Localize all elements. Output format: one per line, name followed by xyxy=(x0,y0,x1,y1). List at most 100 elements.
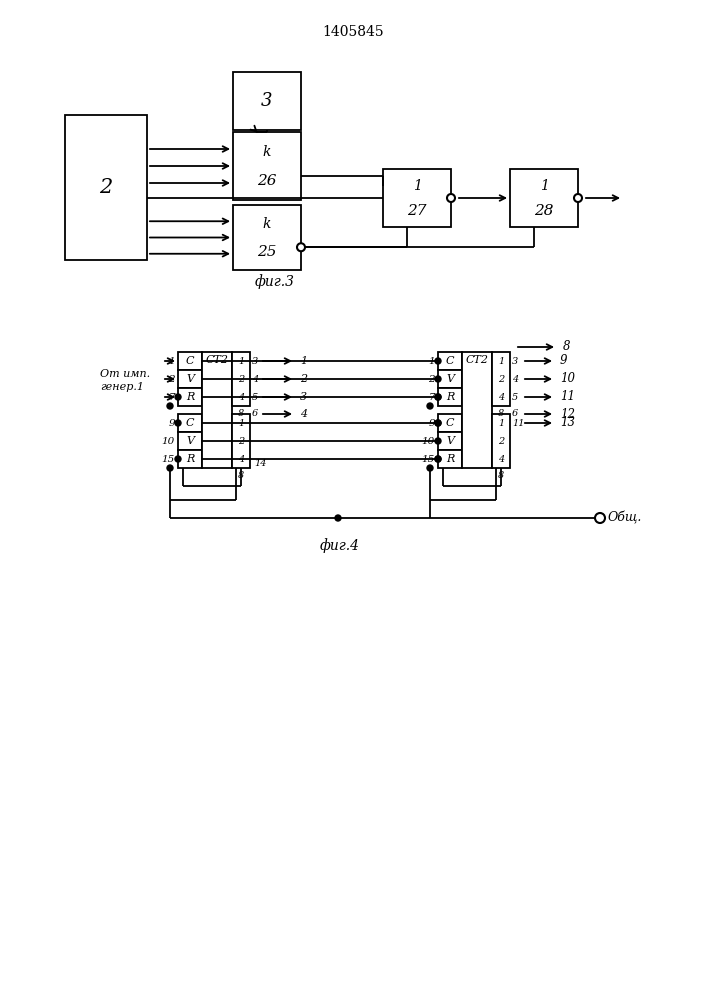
Text: 26: 26 xyxy=(257,174,276,188)
Text: 11: 11 xyxy=(512,418,525,428)
Text: 11: 11 xyxy=(560,390,575,403)
Text: 3: 3 xyxy=(300,392,307,402)
Bar xyxy=(232,352,250,406)
Text: 2: 2 xyxy=(428,374,435,383)
Bar xyxy=(202,352,232,468)
Text: 4: 4 xyxy=(498,392,504,401)
Text: От имп.: От имп. xyxy=(100,369,150,379)
Bar xyxy=(438,352,462,370)
Bar xyxy=(492,352,510,406)
Text: 2: 2 xyxy=(100,178,112,197)
Text: CT2: CT2 xyxy=(465,355,489,365)
Circle shape xyxy=(435,376,441,382)
Bar xyxy=(233,132,301,200)
Text: фиг.3: фиг.3 xyxy=(255,275,295,289)
Text: R: R xyxy=(186,392,194,402)
Bar xyxy=(232,414,250,468)
Text: 2: 2 xyxy=(300,374,307,384)
Text: 3: 3 xyxy=(252,357,258,365)
Text: 4: 4 xyxy=(238,454,244,464)
Text: V: V xyxy=(446,374,454,384)
Text: Общ.: Общ. xyxy=(608,511,643,525)
Circle shape xyxy=(175,394,181,400)
Text: 6: 6 xyxy=(252,410,258,418)
Text: V: V xyxy=(186,374,194,384)
Text: 1: 1 xyxy=(300,356,307,366)
Text: 7: 7 xyxy=(168,392,175,401)
Text: C: C xyxy=(445,356,455,366)
Text: 8: 8 xyxy=(238,472,244,481)
Text: C: C xyxy=(445,418,455,428)
Text: 1: 1 xyxy=(238,418,244,428)
Text: 4: 4 xyxy=(512,374,518,383)
Bar xyxy=(178,432,202,450)
Circle shape xyxy=(427,403,433,409)
Text: 10: 10 xyxy=(422,436,435,446)
Text: 2: 2 xyxy=(238,374,244,383)
Bar xyxy=(383,169,451,227)
Bar xyxy=(178,370,202,388)
Circle shape xyxy=(297,243,305,251)
Text: 1: 1 xyxy=(413,179,421,193)
Bar xyxy=(438,388,462,406)
Text: 15: 15 xyxy=(162,454,175,464)
Text: 28: 28 xyxy=(534,204,554,218)
Bar xyxy=(438,450,462,468)
Bar xyxy=(233,72,301,130)
Bar xyxy=(462,352,492,468)
Text: 8: 8 xyxy=(498,410,504,418)
Text: генер.1: генер.1 xyxy=(100,382,144,392)
Text: 9: 9 xyxy=(168,418,175,428)
Text: C: C xyxy=(186,418,194,428)
Text: 1: 1 xyxy=(428,357,435,365)
Text: 4: 4 xyxy=(252,374,258,383)
Circle shape xyxy=(435,456,441,462)
Text: 13: 13 xyxy=(560,416,575,430)
Text: 3: 3 xyxy=(512,357,518,365)
Text: 4: 4 xyxy=(238,392,244,401)
Text: 5: 5 xyxy=(252,392,258,401)
Text: 8: 8 xyxy=(563,340,571,354)
Text: 4: 4 xyxy=(300,409,307,419)
Text: 1: 1 xyxy=(238,357,244,365)
Text: 4: 4 xyxy=(498,454,504,464)
Bar xyxy=(178,388,202,406)
Text: 25: 25 xyxy=(257,245,276,259)
Circle shape xyxy=(435,358,441,364)
Text: V: V xyxy=(186,436,194,446)
Text: V: V xyxy=(446,436,454,446)
Text: 1: 1 xyxy=(539,179,549,193)
Text: 27: 27 xyxy=(407,204,427,218)
Text: R: R xyxy=(446,392,454,402)
Text: 10: 10 xyxy=(162,436,175,446)
Text: 6: 6 xyxy=(512,410,518,418)
Text: 8: 8 xyxy=(498,472,504,481)
Circle shape xyxy=(427,465,433,471)
Text: 12: 12 xyxy=(560,408,575,420)
Text: 9: 9 xyxy=(428,418,435,428)
Text: 15: 15 xyxy=(422,454,435,464)
Bar xyxy=(178,414,202,432)
Circle shape xyxy=(175,420,181,426)
Text: 3: 3 xyxy=(262,92,273,110)
Bar xyxy=(438,370,462,388)
Circle shape xyxy=(167,465,173,471)
Circle shape xyxy=(447,194,455,202)
Bar xyxy=(438,414,462,432)
Text: 1405845: 1405845 xyxy=(322,25,384,39)
Text: k: k xyxy=(263,218,271,232)
Circle shape xyxy=(435,420,441,426)
Text: 1: 1 xyxy=(498,418,504,428)
Text: 2: 2 xyxy=(168,374,175,383)
Text: 1: 1 xyxy=(168,357,175,365)
Text: 2: 2 xyxy=(238,436,244,446)
Text: R: R xyxy=(446,454,454,464)
Bar xyxy=(438,432,462,450)
Bar xyxy=(233,205,301,270)
Bar xyxy=(178,352,202,370)
Text: фиг.4: фиг.4 xyxy=(320,539,360,553)
Text: 14: 14 xyxy=(254,460,267,468)
Circle shape xyxy=(435,420,441,426)
Text: 2: 2 xyxy=(498,374,504,383)
Circle shape xyxy=(175,456,181,462)
